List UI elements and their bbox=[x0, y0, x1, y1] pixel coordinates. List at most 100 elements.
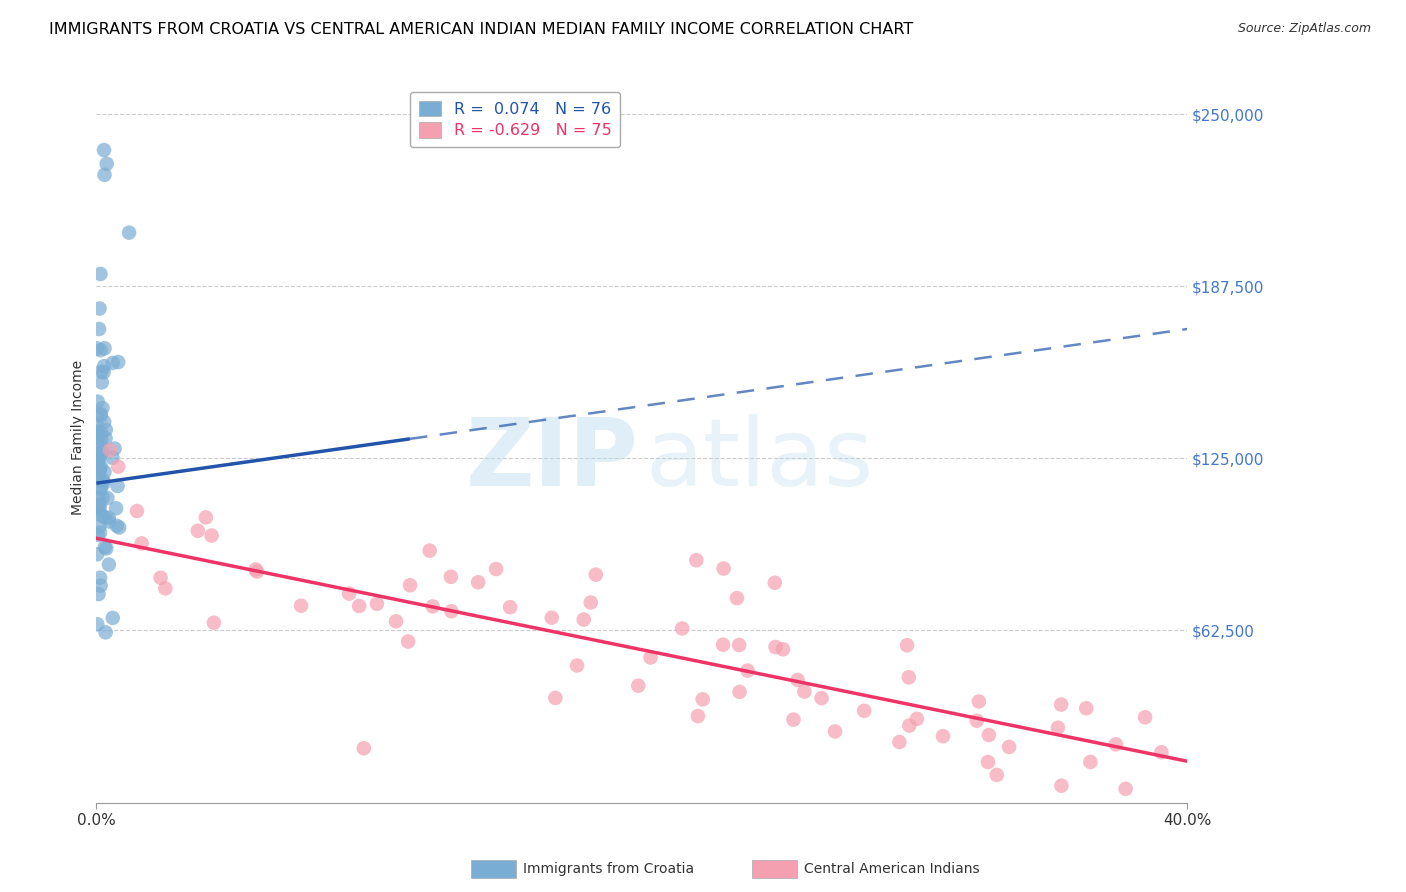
Point bbox=[440, 570, 463, 584]
Point bbox=[396, 634, 419, 648]
Point bbox=[101, 356, 124, 370]
Point bbox=[93, 415, 115, 429]
Point bbox=[782, 713, 804, 727]
Point bbox=[89, 502, 111, 516]
Point bbox=[93, 359, 115, 374]
Point bbox=[967, 694, 990, 708]
Point bbox=[419, 543, 441, 558]
Point bbox=[728, 685, 751, 699]
Point bbox=[131, 536, 153, 550]
Point bbox=[1050, 698, 1073, 712]
Point bbox=[932, 729, 955, 743]
Point bbox=[194, 510, 217, 524]
Point bbox=[763, 575, 786, 590]
Point bbox=[90, 480, 112, 494]
Point bbox=[97, 558, 120, 572]
Point bbox=[499, 600, 522, 615]
Point bbox=[89, 407, 111, 421]
Point bbox=[90, 426, 112, 441]
Point bbox=[89, 571, 111, 585]
Point bbox=[94, 625, 117, 640]
Point bbox=[87, 491, 110, 505]
Point bbox=[399, 578, 422, 592]
Point bbox=[94, 540, 117, 554]
Text: IMMIGRANTS FROM CROATIA VS CENTRAL AMERICAN INDIAN MEDIAN FAMILY INCOME CORRELAT: IMMIGRANTS FROM CROATIA VS CENTRAL AMERI… bbox=[49, 22, 914, 37]
Point bbox=[544, 690, 567, 705]
Point bbox=[986, 768, 1008, 782]
Point bbox=[118, 226, 141, 240]
Point bbox=[245, 562, 267, 576]
Point bbox=[90, 482, 112, 496]
Point bbox=[87, 322, 110, 336]
Text: Source: ZipAtlas.com: Source: ZipAtlas.com bbox=[1237, 22, 1371, 36]
Point bbox=[89, 450, 111, 464]
Point bbox=[765, 640, 787, 654]
Point bbox=[90, 365, 112, 379]
Point bbox=[93, 365, 115, 379]
Point bbox=[897, 670, 920, 684]
Point bbox=[89, 438, 111, 452]
Point bbox=[89, 267, 111, 281]
Point bbox=[87, 425, 110, 440]
Point bbox=[93, 465, 115, 479]
Point bbox=[824, 724, 846, 739]
Point bbox=[105, 518, 128, 533]
Point bbox=[889, 735, 911, 749]
Point bbox=[440, 604, 463, 618]
Point bbox=[89, 301, 111, 316]
Point bbox=[90, 447, 112, 461]
Point bbox=[627, 679, 650, 693]
Point bbox=[1133, 710, 1156, 724]
Point bbox=[686, 709, 709, 723]
Point bbox=[90, 508, 112, 523]
Point bbox=[347, 599, 370, 613]
Point bbox=[692, 692, 714, 706]
Point bbox=[86, 506, 108, 520]
Point bbox=[353, 741, 375, 756]
Point bbox=[86, 547, 108, 561]
Point bbox=[1046, 721, 1069, 735]
Point bbox=[97, 510, 120, 524]
Point bbox=[87, 454, 110, 468]
Text: atlas: atlas bbox=[645, 414, 873, 506]
Point bbox=[422, 599, 444, 614]
Point bbox=[87, 587, 110, 601]
Point bbox=[713, 561, 735, 575]
Point bbox=[89, 525, 111, 540]
Point bbox=[585, 567, 607, 582]
Point bbox=[93, 143, 115, 157]
Point bbox=[89, 519, 111, 533]
Point bbox=[467, 575, 489, 590]
Point bbox=[86, 425, 108, 439]
Point bbox=[853, 704, 876, 718]
Point bbox=[107, 355, 129, 369]
Point bbox=[1115, 781, 1137, 796]
Point bbox=[86, 394, 108, 409]
Point bbox=[108, 520, 131, 534]
Point bbox=[86, 342, 108, 356]
Point bbox=[90, 409, 112, 423]
Point bbox=[155, 582, 177, 596]
Point bbox=[96, 541, 118, 556]
Point bbox=[90, 343, 112, 358]
Point bbox=[810, 691, 832, 706]
Point bbox=[640, 650, 662, 665]
Point bbox=[87, 448, 110, 462]
Point bbox=[86, 617, 108, 632]
Point bbox=[125, 504, 148, 518]
Point bbox=[1076, 701, 1098, 715]
Point bbox=[977, 728, 1000, 742]
Point bbox=[87, 528, 110, 542]
Point bbox=[94, 510, 117, 524]
Point bbox=[1080, 755, 1102, 769]
Point bbox=[998, 739, 1021, 754]
Point bbox=[772, 642, 794, 657]
Point bbox=[107, 459, 129, 474]
Point bbox=[187, 524, 209, 538]
Point bbox=[149, 571, 172, 585]
Point bbox=[90, 579, 112, 593]
Point bbox=[200, 528, 222, 542]
Point bbox=[977, 755, 1000, 769]
Point bbox=[89, 464, 111, 478]
Point bbox=[579, 595, 602, 609]
